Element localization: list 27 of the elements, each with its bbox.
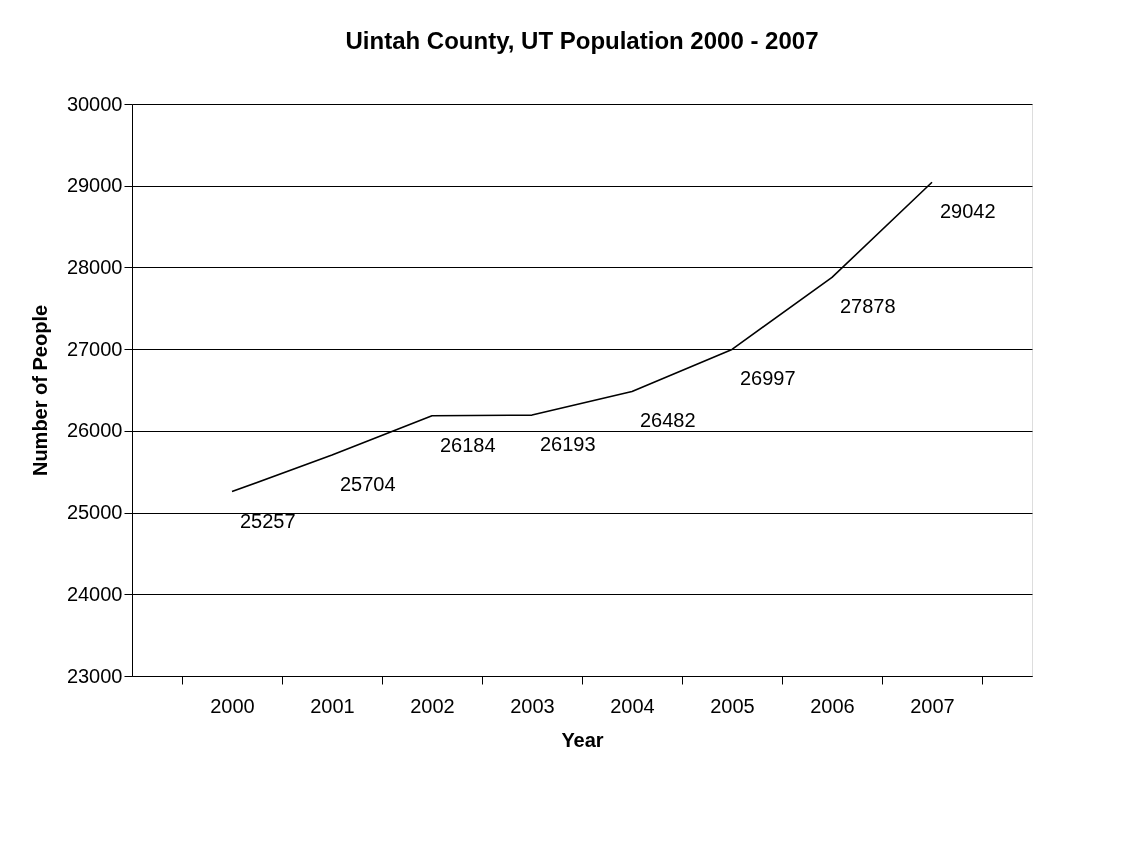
- y-tick-label: 23000: [66, 664, 123, 687]
- y-tick-label: 24000: [66, 582, 123, 605]
- data-label: 26482: [640, 409, 696, 432]
- chart-title: Uintah County, UT Population 2000 - 2007: [345, 27, 819, 54]
- x-tick-label: 2004: [610, 694, 655, 717]
- data-label: 26193: [540, 433, 596, 456]
- y-tick-label: 26000: [66, 419, 123, 442]
- x-tick-label: 2002: [410, 694, 455, 717]
- data-label: 25704: [340, 473, 396, 496]
- y-tick-label: 25000: [66, 501, 123, 524]
- x-tick-label: 2006: [810, 694, 855, 717]
- x-tick-label: 2000: [210, 694, 255, 717]
- y-tick-label: 29000: [66, 174, 123, 197]
- x-axis-title: Year: [561, 728, 604, 751]
- x-tick-label: 2005: [710, 694, 755, 717]
- x-tick-label: 2001: [310, 694, 355, 717]
- y-axis-title: Number of People: [28, 304, 51, 477]
- y-tick-label: 27000: [66, 337, 123, 360]
- data-label: 26184: [440, 433, 496, 456]
- data-label: 29042: [940, 200, 996, 223]
- y-tick-label: 28000: [66, 255, 123, 278]
- data-label: 25257: [240, 509, 296, 532]
- data-label: 26997: [740, 367, 796, 390]
- x-tick-label: 2007: [910, 694, 955, 717]
- x-tick-label: 2003: [510, 694, 555, 717]
- data-label: 27878: [840, 295, 896, 318]
- y-tick-label: 30000: [66, 92, 123, 115]
